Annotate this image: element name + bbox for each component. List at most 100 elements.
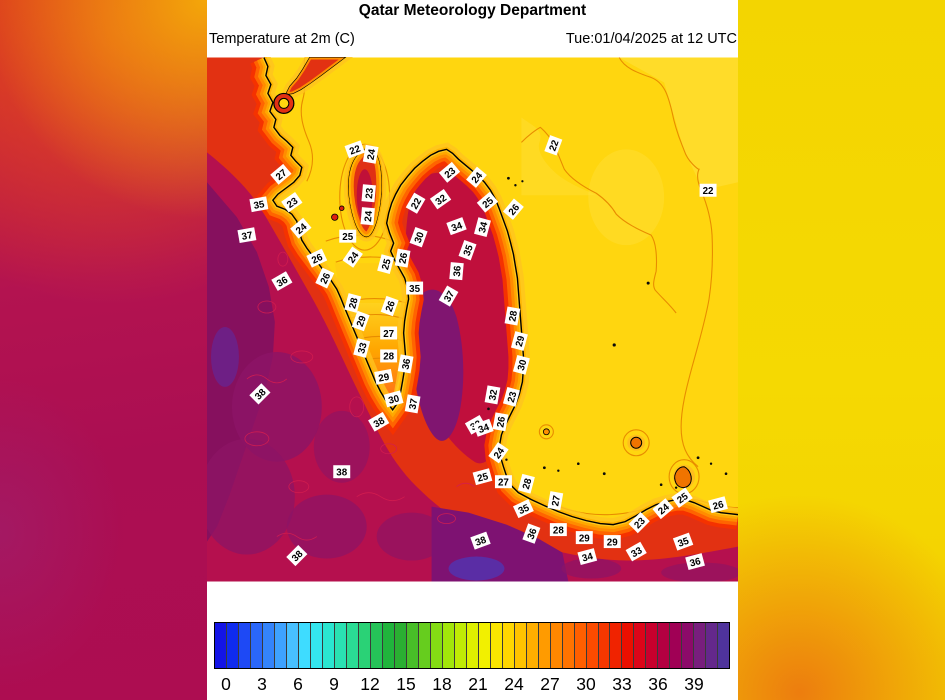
svg-text:22: 22 — [548, 138, 562, 153]
svg-text:38: 38 — [336, 468, 347, 479]
contour-label: 28 — [380, 349, 398, 363]
colorbar-tick: 33 — [612, 674, 632, 694]
contour-label: 37 — [237, 227, 257, 244]
contour-label: 27 — [380, 326, 398, 340]
colorbar-segment — [502, 623, 515, 668]
contour-label: 35 — [512, 499, 534, 519]
svg-text:27: 27 — [498, 477, 509, 488]
contour-label: 36 — [449, 262, 464, 281]
contour-label: 35 — [672, 532, 694, 551]
svg-text:37: 37 — [408, 398, 421, 411]
svg-text:35: 35 — [677, 536, 692, 550]
contour-label: 24 — [362, 144, 379, 164]
colorbar-tick: 21 — [468, 674, 488, 694]
contour-label: 25 — [339, 229, 357, 243]
colorbar-segment — [442, 623, 455, 668]
colorbar-segment — [682, 623, 695, 668]
svg-text:27: 27 — [274, 168, 289, 183]
colorbar-segment — [226, 623, 239, 668]
colorbar-tick: 3 — [257, 674, 267, 694]
contour-label: 35 — [249, 196, 269, 213]
svg-text:35: 35 — [253, 199, 266, 212]
valid-time-label: Tue:01/04/2025 at 12 UTC — [565, 31, 737, 47]
colorbar-segment — [262, 623, 275, 668]
colorbar-tick: 30 — [576, 674, 596, 694]
colorbar-segment — [490, 623, 503, 668]
contour-label: 25 — [472, 468, 493, 486]
contour-label: 23 — [281, 192, 303, 213]
contour-label: 38 — [333, 465, 351, 479]
colorbar-segment — [382, 623, 395, 668]
colorbar-tick: 36 — [648, 674, 668, 694]
contour-label: 22 — [405, 192, 426, 214]
svg-text:27: 27 — [383, 329, 394, 340]
svg-text:36: 36 — [689, 556, 703, 570]
colorbar-segment — [526, 623, 539, 668]
svg-text:23: 23 — [364, 187, 376, 199]
mainland — [207, 57, 738, 582]
svg-text:26: 26 — [398, 251, 411, 264]
contour-label: 27 — [494, 475, 512, 488]
colorbar — [214, 622, 730, 669]
lagoon-ring-island — [273, 92, 295, 114]
svg-text:36: 36 — [401, 357, 414, 370]
colorbar-segment — [334, 623, 347, 668]
colorbar-segment — [718, 623, 730, 668]
contour-label: 35 — [458, 239, 477, 261]
svg-text:28: 28 — [507, 309, 520, 322]
colorbar-segment — [215, 623, 227, 668]
svg-text:26: 26 — [310, 252, 325, 267]
contour-label: 24 — [342, 246, 363, 268]
svg-text:29: 29 — [514, 334, 528, 348]
colorbar-segment — [670, 623, 683, 668]
colorbar-segment — [550, 623, 563, 668]
colorbar-segment — [406, 623, 419, 668]
svg-text:22: 22 — [703, 186, 714, 197]
contour-label: 36 — [271, 271, 293, 291]
contour-label: 23 — [361, 184, 376, 203]
contour-label: 28 — [549, 523, 567, 536]
contour-label: 29 — [374, 369, 394, 385]
svg-text:35: 35 — [409, 284, 420, 295]
colorbar-tick: 0 — [221, 674, 231, 694]
contour-label: 36 — [397, 354, 414, 374]
svg-text:30: 30 — [516, 358, 530, 372]
svg-text:26: 26 — [712, 499, 726, 513]
svg-text:34: 34 — [477, 220, 491, 234]
contour-label: 26 — [315, 267, 335, 289]
colorbar-segment — [634, 623, 647, 668]
colorbar-segment — [430, 623, 443, 668]
contour-label: 22 — [344, 140, 365, 159]
svg-text:26: 26 — [384, 299, 398, 314]
weather-map-document: Qatar Meteorology Department Temperature… — [207, 0, 738, 700]
svg-text:35: 35 — [517, 502, 532, 517]
contour-label: 38 — [368, 411, 390, 432]
colorbar-segment — [574, 623, 587, 668]
small-islands — [331, 205, 692, 488]
product-label: Temperature at 2m (C) — [209, 31, 355, 47]
contour-label: 37 — [438, 285, 459, 307]
islet-specks — [487, 176, 728, 489]
colorbar-segment — [610, 623, 623, 668]
contour-label: 25 — [377, 254, 395, 274]
contour-label: 30 — [512, 355, 530, 375]
colorbar-segment — [466, 623, 479, 668]
colorbar-segment — [706, 623, 719, 668]
contour-label: 29 — [603, 535, 621, 548]
svg-text:30: 30 — [413, 230, 427, 245]
svg-text:34: 34 — [477, 422, 492, 436]
colorbar-tick: 39 — [684, 674, 704, 694]
colorbar-tick: 15 — [396, 674, 416, 694]
colorbar-segment — [562, 623, 575, 668]
svg-text:36: 36 — [526, 527, 540, 542]
colorbar-segment — [250, 623, 263, 668]
colorbar-segment — [322, 623, 335, 668]
colorbar-tick-row: 0 3 6 9 12 15 18 21 24 27 30 33 36 39 — [214, 674, 730, 698]
svg-text:32: 32 — [487, 388, 500, 401]
contour-label: 30 — [409, 226, 428, 248]
svg-text:34: 34 — [450, 220, 465, 234]
colorbar-segment — [538, 623, 551, 668]
svg-text:34: 34 — [581, 551, 595, 565]
